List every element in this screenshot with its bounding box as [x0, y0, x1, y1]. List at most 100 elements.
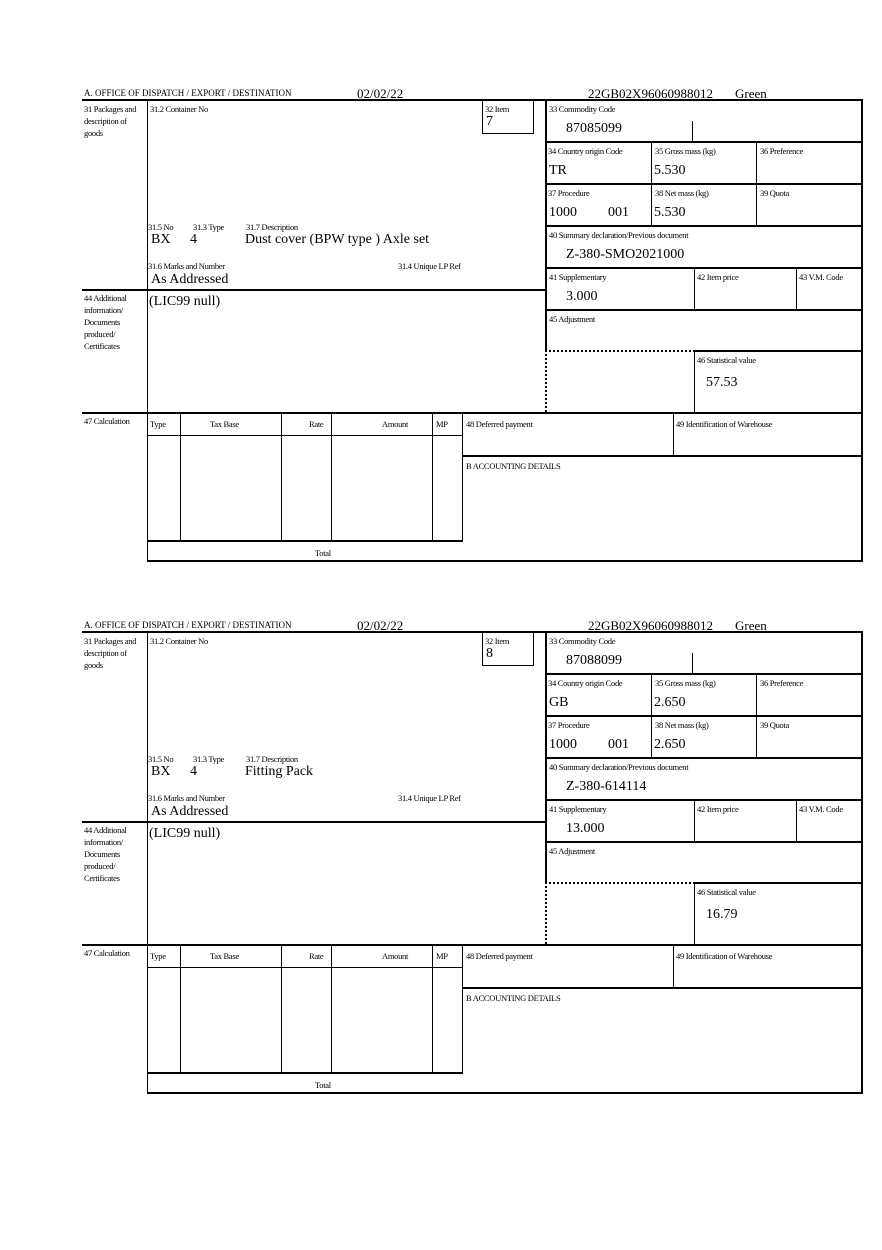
description-label: 31.7 Description — [246, 222, 298, 232]
supplementary-units: 13.000 — [566, 821, 605, 836]
form-rule-line — [545, 350, 695, 352]
form-rule-line — [694, 350, 862, 352]
form-rule-line — [692, 653, 693, 673]
gross-mass: 5.530 — [654, 163, 686, 178]
box31-label: 31 Packages and description of goods — [84, 636, 137, 670]
preference-label: 36 Preference — [760, 146, 804, 156]
declaration-item-form: A. OFFICE OF DISPATCH / EXPORT / DESTINA… — [0, 613, 882, 1094]
quota-label: 39 Quota — [760, 720, 789, 730]
procedure-label: 37 Procedure — [548, 720, 590, 730]
supplementary-label: 41 Supplementary — [549, 272, 607, 282]
item-price-label: 42 Item price — [697, 272, 739, 282]
form-rule-line — [482, 665, 534, 666]
preference-label: 36 Preference — [760, 678, 804, 688]
form-rule-line — [545, 309, 863, 311]
form-rule-line — [545, 99, 547, 350]
vm-code-label: 43 V.M. Code — [799, 272, 843, 282]
package-kind: BX — [151, 764, 171, 779]
date: 02/02/22 — [357, 86, 404, 101]
gross-mass-label: 35 Gross mass (kg) — [655, 146, 716, 156]
form-rule-line — [694, 882, 862, 884]
box47-label: 47 Calculation — [84, 948, 130, 958]
additional-info: (LIC99 null) — [149, 826, 221, 841]
package-kind: BX — [151, 232, 171, 247]
reference-number: 22GB02X96060988012 — [588, 618, 713, 633]
statistical-value-label: 46 Statistical value — [697, 355, 756, 365]
marks-label: 31.6 Marks and Number — [148, 793, 225, 803]
office-label: A. OFFICE OF DISPATCH / EXPORT / DESTINA… — [84, 88, 292, 98]
form-rule-line — [694, 267, 695, 309]
form-rule-line — [673, 412, 674, 456]
statistical-value-label: 46 Statistical value — [697, 887, 756, 897]
form-rule-line — [331, 412, 332, 541]
box44-label: 44 Additional information/ Documents pro… — [84, 293, 127, 351]
form-rule-line — [82, 821, 547, 823]
form-rule-line — [756, 673, 757, 757]
additional-info: (LIC99 null) — [149, 294, 221, 309]
form-rule-line — [82, 99, 863, 101]
col-tax-base: Tax Base — [210, 419, 239, 429]
country-origin-label: 34 Country origin Code — [548, 146, 623, 156]
form-rule-line — [82, 944, 863, 946]
form-rule-line — [462, 987, 863, 989]
supplementary-units: 3.000 — [566, 289, 598, 304]
item-number: 7 — [486, 114, 493, 129]
form-rule-line — [651, 673, 652, 757]
total-label: Total — [315, 1080, 331, 1090]
container-no-label: 31.2 Container No — [150, 104, 208, 114]
date: 02/02/22 — [357, 618, 404, 633]
col-mp: MP — [436, 419, 448, 429]
warehouse-label: 49 Identification of Warehouse — [676, 951, 773, 961]
form-rule-line — [147, 560, 863, 562]
form-rule-line — [796, 267, 797, 309]
form-rule-line — [545, 799, 863, 801]
form-rule-line — [545, 631, 547, 882]
vm-code-label: 43 V.M. Code — [799, 804, 843, 814]
country-origin-label: 34 Country origin Code — [548, 678, 623, 688]
commodity-code: 87085099 — [566, 121, 622, 136]
form-rule-line — [545, 715, 863, 717]
net-mass-label: 38 Net mass (kg) — [655, 720, 709, 730]
country-origin: GB — [549, 695, 569, 710]
quota-label: 39 Quota — [760, 188, 789, 198]
form-rule-line — [432, 944, 433, 1073]
form-rule-line — [545, 225, 863, 227]
accounting-details-label: B ACCOUNTING DETAILS — [466, 993, 561, 1003]
col-type: Type — [150, 951, 166, 961]
package-no-label: 31.5 No — [148, 754, 174, 764]
adjustment-label: 45 Adjustment — [549, 314, 595, 324]
procedure: 1000 — [549, 737, 577, 752]
form-rule-line — [147, 435, 462, 436]
form-rule-line — [147, 540, 463, 542]
item-label: 32 Item — [485, 104, 510, 114]
form-rule-line — [545, 841, 863, 843]
container-no-label: 31.2 Container No — [150, 636, 208, 646]
deferred-payment-label: 48 Deferred payment — [466, 951, 533, 961]
form-rule-line — [482, 133, 534, 134]
form-rule-line — [462, 455, 863, 457]
box47-label: 47 Calculation — [84, 416, 130, 426]
form-rule-line — [692, 121, 693, 141]
col-amount: Amount — [382, 951, 409, 961]
item-label: 32 Item — [485, 636, 510, 646]
warehouse-label: 49 Identification of Warehouse — [676, 419, 773, 429]
deferred-payment-label: 48 Deferred payment — [466, 419, 533, 429]
form-rule-line — [462, 944, 463, 1073]
package-count: 4 — [190, 232, 197, 247]
commodity-code: 87088099 — [566, 653, 622, 668]
net-mass-label: 38 Net mass (kg) — [655, 188, 709, 198]
form-rule-line — [147, 1072, 463, 1074]
form-rule-line — [796, 799, 797, 841]
procedure: 1000 — [549, 205, 577, 220]
box44-label: 44 Additional information/ Documents pro… — [84, 825, 127, 883]
form-rule-line — [533, 99, 534, 134]
col-amount: Amount — [382, 419, 409, 429]
marks-label: 31.6 Marks and Number — [148, 261, 225, 271]
unique-lp-ref-label: 31.4 Unique LP Ref — [398, 793, 461, 803]
marks-value: As Addressed — [151, 804, 229, 819]
office-label: A. OFFICE OF DISPATCH / EXPORT / DESTINA… — [84, 620, 292, 630]
package-count: 4 — [190, 764, 197, 779]
form-rule-line — [462, 412, 463, 541]
form-rule-line — [545, 267, 863, 269]
statistical-value: 57.53 — [706, 375, 738, 390]
